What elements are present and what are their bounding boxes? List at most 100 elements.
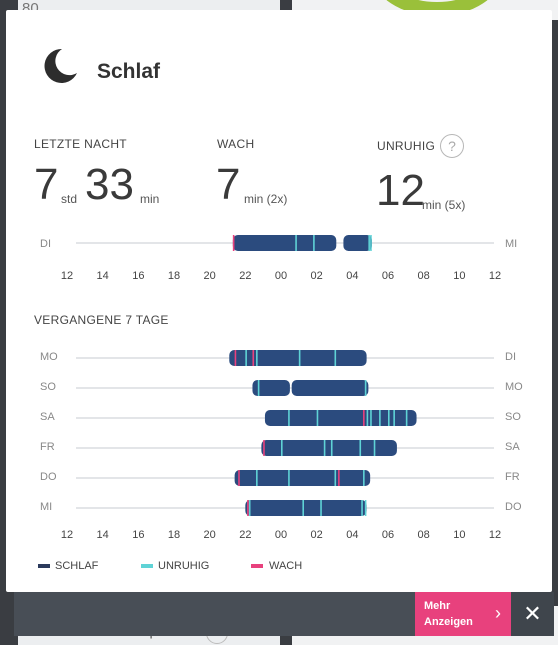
axis-tick-label: 16 [132,529,145,541]
restless-mark [405,410,408,426]
restless-mark [281,440,283,456]
awake-label: WACH [217,137,255,151]
restless-mark [256,470,258,486]
restless-mark [302,500,304,516]
restless-mark [316,410,319,426]
restless-mark [288,470,290,486]
past-week-day-right: DI [505,351,516,363]
restless-mark [373,440,376,456]
restless-mark [245,350,247,366]
last-night-label: LETZTE NACHT [34,137,127,151]
past-week-day-left: FR [40,441,55,453]
moon-icon [44,48,77,83]
restless-mark [248,500,251,516]
restless-mark [388,410,390,426]
restless-mark [334,470,337,486]
axis-tick-label: 22 [239,270,252,282]
axis-tick-label: 04 [346,529,359,541]
past-week-day-right: DO [505,501,522,513]
legend-restless-swatch [141,564,153,568]
axis-tick-label: 08 [417,270,430,282]
restless-mark [364,380,367,396]
close-button[interactable]: ✕ [511,592,554,636]
restless-mark [364,500,367,516]
restless-mark [366,410,369,426]
help-icon[interactable]: ? [440,134,464,158]
axis-tick-label: 20 [203,529,216,541]
sleep-segment [252,380,290,396]
legend-restless-label: UNRUHIG [158,560,210,572]
past-week-day-right: FR [505,471,520,483]
last-night-minutes-unit: min [140,192,160,206]
sleep-segment [234,470,371,486]
restless-mark [298,350,301,366]
past-week-day-right: SA [505,441,520,453]
axis-tick-label: 18 [167,529,181,541]
awake-mark [234,350,237,366]
last-night-day-right: MI [505,238,518,250]
sleep-segment [343,235,372,251]
modal-footer: Mehr Anzeigen › ✕ [14,592,554,636]
axis-tick-label: 12 [60,529,74,541]
restless-mark [368,235,370,251]
sleep-modal: Schlaf LETZTE NACHT 7 std 33 min WACH 7 … [6,10,552,592]
axis-tick-label: 16 [132,270,145,282]
awake-mark [363,410,365,426]
past-week-day-left: DO [40,471,57,483]
past-week-day-left: MO [40,351,58,363]
past-week-day-left: MI [40,501,53,513]
axis-tick-label: 22 [239,529,252,541]
sleep-segment [245,500,367,516]
axis-tick-label: 18 [167,270,181,282]
axis-tick-label: 10 [453,529,466,541]
past-week-day-right: MO [505,381,523,393]
restless-mark [361,500,363,516]
past-week-day-left: SO [40,381,56,393]
axis-tick-label: 12 [488,270,502,282]
axis-tick-label: 04 [346,270,359,282]
legend-awake-label: WACH [269,560,303,572]
awake-mark [338,470,340,486]
restless-mark [330,440,333,456]
chevron-right-icon: › [495,603,501,623]
sleep-segment [291,380,369,396]
awake-mark [247,500,249,516]
past-week-label: VERGANGENE 7 TAGE [34,313,169,327]
modal-title: Schlaf [97,60,161,83]
sleep-segment [261,440,397,456]
axis-tick-label: 12 [488,529,502,541]
awake-mark [252,350,255,366]
awake-mark [232,235,235,251]
axis-tick-label: 00 [274,270,288,282]
more-button-label: Mehr Anzeigen [424,600,473,628]
axis-tick-label: 14 [96,270,109,282]
axis-tick-label: 06 [381,270,395,282]
restless-mark [393,410,395,426]
axis-tick-label: 12 [60,270,74,282]
sleep-segment [264,410,417,426]
awake-mark [238,470,240,486]
axis-tick-label: 00 [274,529,288,541]
restless-mark [370,235,372,251]
restless-mark [379,410,381,426]
restless-mark [256,350,258,366]
last-night-timeline [76,235,494,251]
restless-mark [257,380,260,396]
restless-value: 12 [376,166,425,215]
legend-sleep-label: SCHLAF [55,560,99,572]
axis-tick-label: 02 [310,270,323,282]
restless-mark [363,470,365,486]
legend-awake-swatch [251,564,263,568]
past-week-timeline [76,350,494,516]
restless-mark [323,440,326,456]
sleep-segment [232,235,337,251]
restless-unit: min (5x) [422,198,466,212]
more-button[interactable]: Mehr Anzeigen › [415,592,511,636]
awake-value: 7 [216,160,241,209]
last-night-minutes: 33 [85,160,134,209]
awake-mark [263,440,265,456]
axis-tick-label: 14 [96,529,109,541]
axis-tick-label: 06 [381,529,395,541]
restless-mark [295,235,297,251]
last-night-hours: 7 [34,160,59,209]
